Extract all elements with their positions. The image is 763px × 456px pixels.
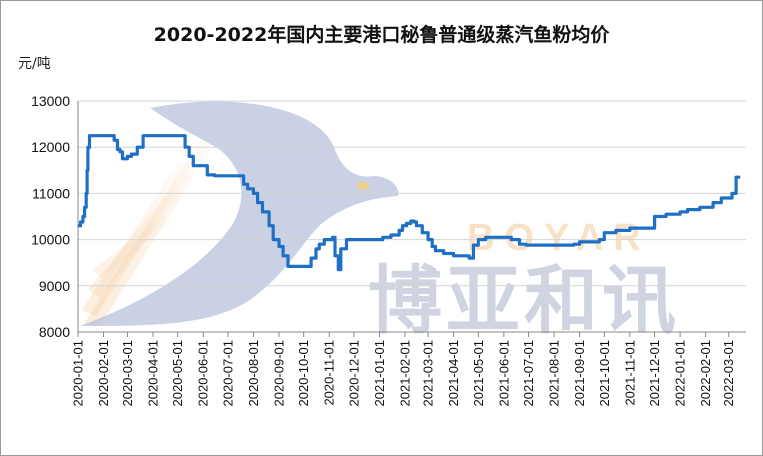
y-tick-label: 13000 <box>31 93 70 109</box>
x-tick-label: 2021-06-01 <box>496 340 511 407</box>
boyar-logo-watermark: BOYAR 博亚和讯 <box>80 101 680 344</box>
watermark-cn: 博亚和讯 <box>368 258 680 344</box>
x-tick-label: 2020-04-01 <box>145 340 160 407</box>
x-tick-labels: 2020-01-01 2020-02-01 2020-03-01 2020-04-01… <box>71 332 736 407</box>
axes <box>77 101 746 333</box>
x-tick-label: 2020-08-01 <box>246 340 261 407</box>
x-tick-label: 2020-07-01 <box>220 340 235 407</box>
y-tick-label: 8000 <box>39 324 70 340</box>
x-tick-label: 2022-03-01 <box>721 340 736 407</box>
y-axis-unit: 元/吨 <box>18 56 51 72</box>
chart-title: 2020-2022年国内主要港口秘鲁普通级蒸汽鱼粉均价 <box>153 24 610 46</box>
y-tick-label: 10000 <box>31 232 70 248</box>
logo-eye <box>357 182 369 190</box>
x-tick-label: 2020-09-01 <box>271 340 286 407</box>
x-tick-label: 2021-09-01 <box>572 340 587 407</box>
x-tick-label: 2020-02-01 <box>96 340 111 407</box>
x-tick-label: 2020-10-01 <box>296 340 311 407</box>
y-tick-label: 9000 <box>39 278 70 294</box>
x-tick-label: 2020-05-01 <box>170 340 185 407</box>
x-tick-label: 2020-12-01 <box>346 340 361 407</box>
x-tick-label: 2020-06-01 <box>196 340 211 407</box>
x-tick-label: 2020-03-01 <box>120 340 135 407</box>
x-tick-label: 2020-01-01 <box>71 340 86 407</box>
price-series-line <box>78 134 741 272</box>
x-tick-label: 2021-01-01 <box>372 340 387 407</box>
y-tick-labels: 8000 9000 10000 11000 12000 13000 <box>31 93 70 340</box>
x-tick-label: 2021-12-01 <box>647 340 662 407</box>
x-tick-label: 2020-11-01 <box>322 340 337 406</box>
x-tick-label: 2021-10-01 <box>597 340 612 407</box>
y-tick-label: 12000 <box>31 139 70 155</box>
x-tick-label: 2021-05-01 <box>471 340 486 407</box>
x-tick-label: 2022-02-01 <box>698 340 713 407</box>
x-tick-label: 2021-08-01 <box>547 340 562 407</box>
x-tick-label: 2021-11-01 <box>622 340 637 406</box>
logo-bird-shape <box>80 101 399 326</box>
x-tick-label: 2021-04-01 <box>446 340 461 407</box>
x-tick-label: 2021-07-01 <box>521 340 536 407</box>
x-tick-label: 2021-03-01 <box>421 340 436 407</box>
x-tick-label: 2022-01-01 <box>673 340 688 407</box>
y-tick-label: 11000 <box>32 185 70 201</box>
logo-stripes <box>82 140 212 326</box>
x-tick-label: 2021-02-01 <box>397 340 412 407</box>
